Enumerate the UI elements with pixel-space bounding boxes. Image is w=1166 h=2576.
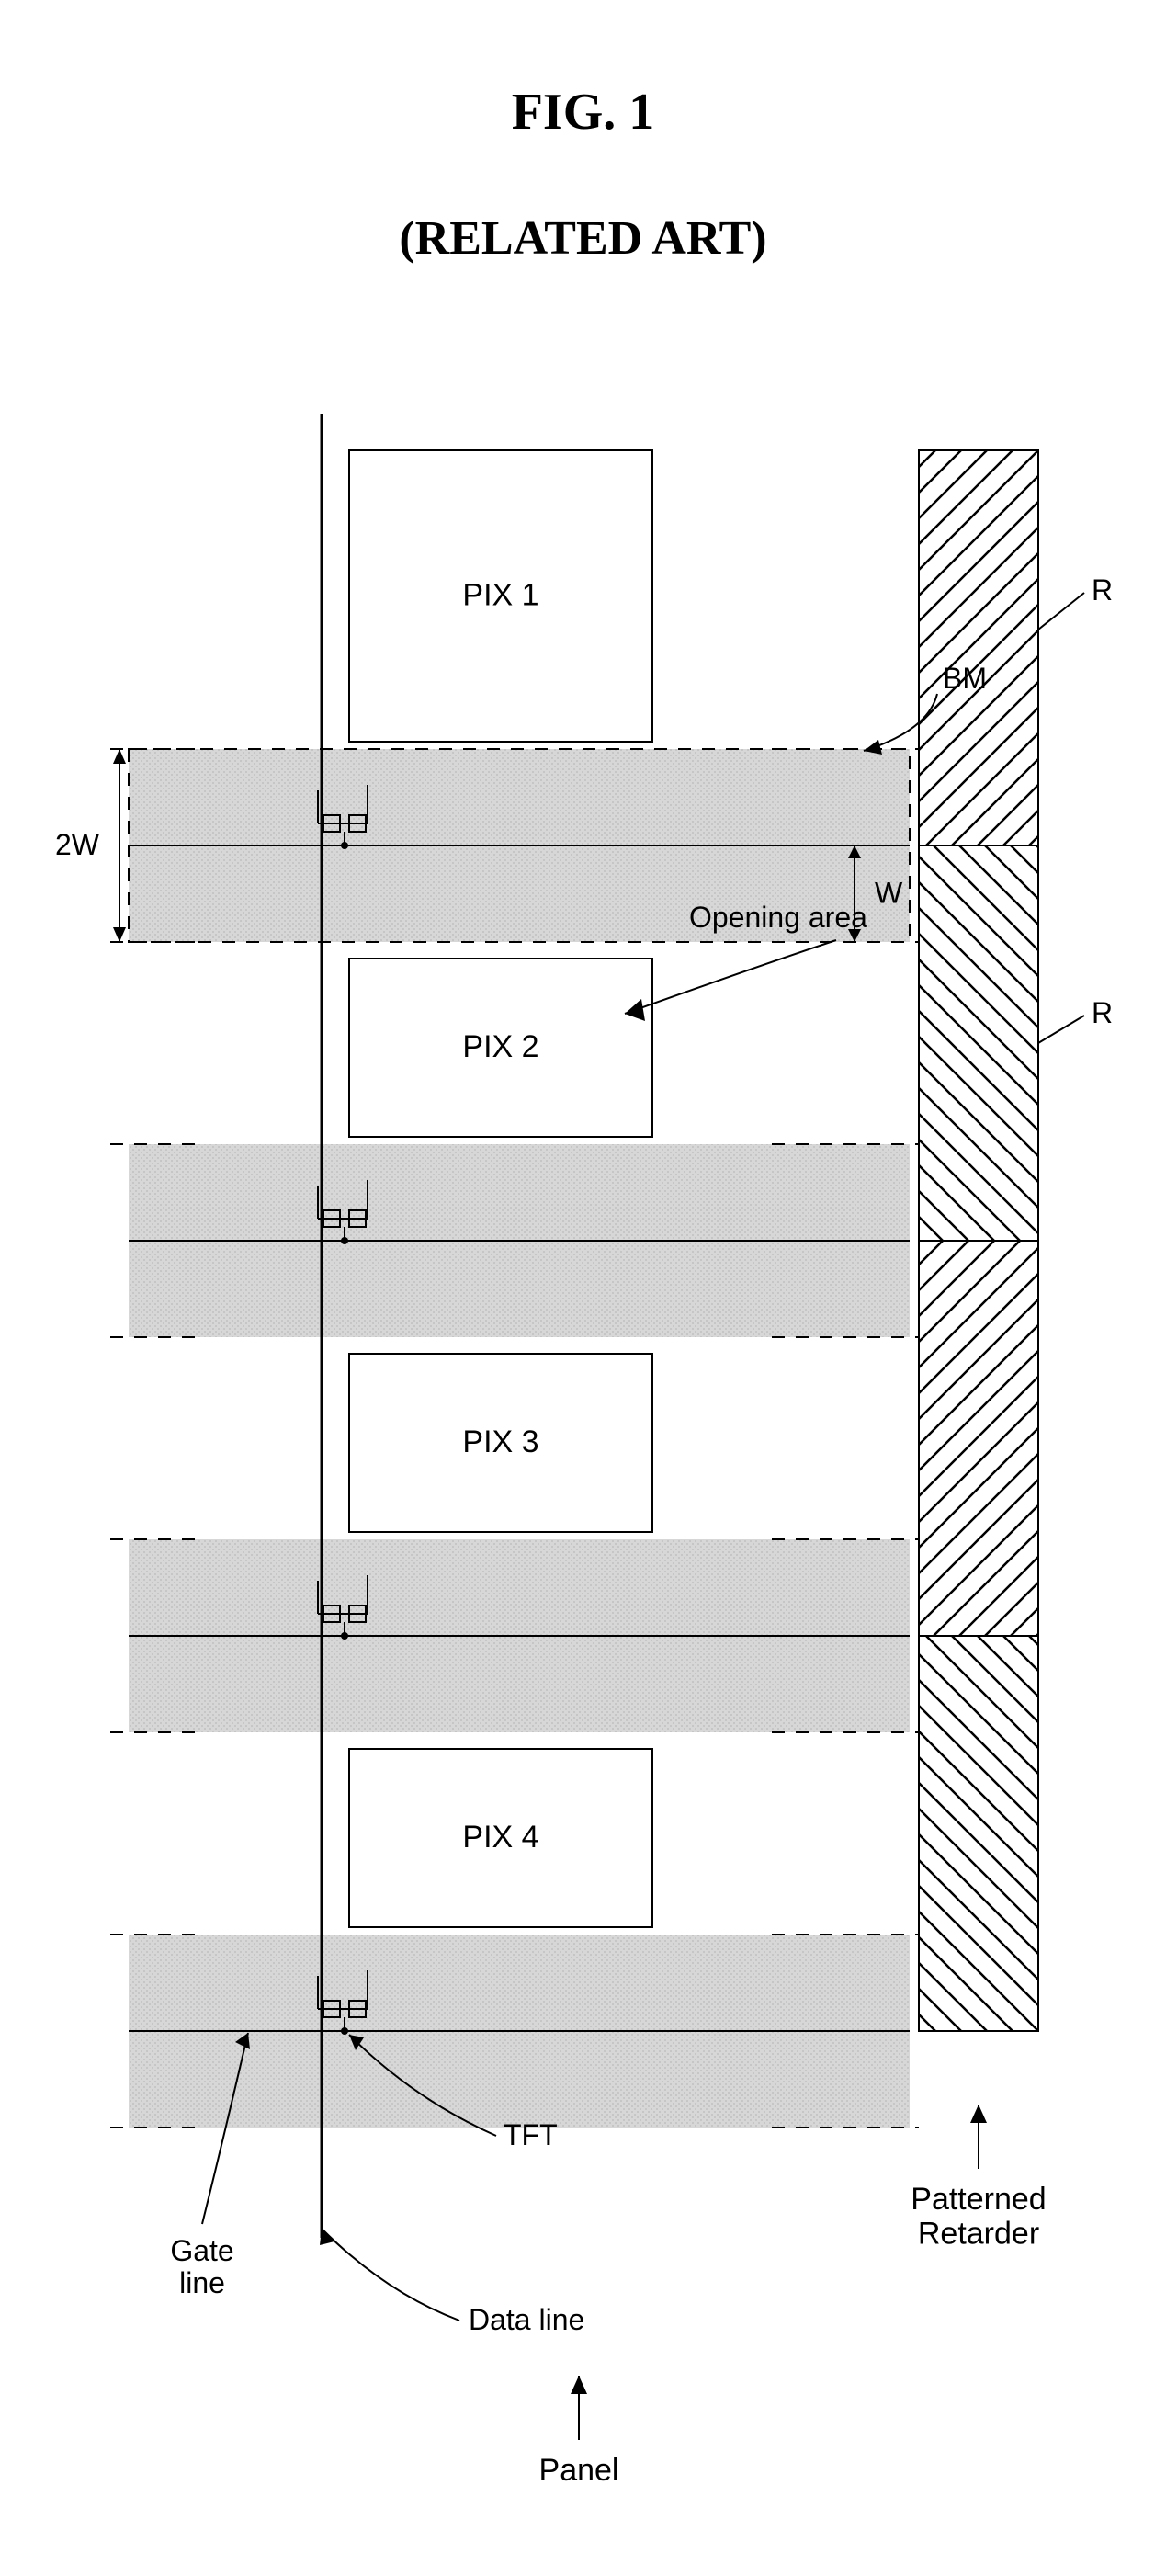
label-opening: Opening area [689, 901, 867, 934]
label-retarder: PatternedRetarder [911, 2182, 1046, 2251]
pix-label-1: PIX 1 [462, 578, 538, 613]
diagram-svg: PIX 1PIX 2PIX 3PIX 42WWBMOpening areaTFT… [55, 404, 1112, 2518]
label-rt2: RT2 [1092, 996, 1112, 1029]
retarder-seg-4 [919, 1636, 1038, 2031]
label-w: W [875, 877, 903, 910]
retarder-seg-3 [919, 1241, 1038, 1636]
diagram-wrap: PIX 1PIX 2PIX 3PIX 42WWBMOpening areaTFT… [55, 404, 1112, 2518]
pix-label-3: PIX 3 [462, 1424, 538, 1459]
figure-number-text: FIG. 1 [512, 84, 655, 141]
retarder-seg-1 [919, 450, 1038, 845]
page: FIG. 1 (RELATED ART) PIX 1 PIX 2 PIX 3 PIX … [0, 0, 1166, 2576]
figure-number: FIG. 1 [0, 83, 1166, 142]
retarder-seg-2 [919, 845, 1038, 1241]
label-tft: TFT [504, 2118, 558, 2151]
pix-label-2: PIX 2 [462, 1029, 538, 1064]
figure-subtitle: (RELATED ART) [0, 211, 1166, 266]
label-data: Data line [469, 2303, 584, 2336]
label-gate: Gateline [170, 2234, 233, 2299]
figure-subtitle-text: (RELATED ART) [399, 212, 766, 265]
label-panel: Panel [539, 2453, 619, 2488]
label-2w: 2W [55, 828, 100, 861]
pix-label-4: PIX 4 [462, 1820, 538, 1855]
label-rt1: RT1 [1092, 573, 1112, 607]
